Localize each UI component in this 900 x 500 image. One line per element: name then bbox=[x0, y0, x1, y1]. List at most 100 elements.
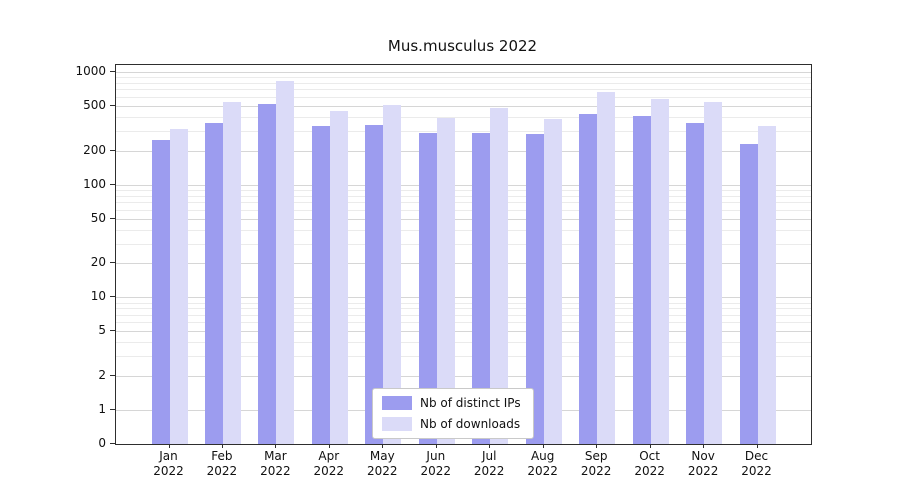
gridline-major bbox=[116, 376, 811, 378]
x-tick-mark bbox=[275, 444, 277, 448]
y-tick-mark bbox=[110, 409, 115, 411]
bar-distinct-ips-feb bbox=[204, 123, 223, 444]
gridline-minor bbox=[116, 189, 811, 191]
x-tick-label-may: May 2022 bbox=[367, 449, 398, 478]
bar-downloads-jul bbox=[490, 107, 509, 444]
gridline-major bbox=[116, 71, 811, 73]
bar-downloads-feb bbox=[222, 102, 241, 444]
bar-downloads-mar bbox=[276, 81, 295, 444]
y-tick-label: 500 bbox=[83, 97, 106, 112]
legend-item-distinct-ips: Nb of distinct IPs bbox=[382, 396, 521, 410]
gridline-minor bbox=[116, 209, 811, 211]
bar-distinct-ips-mar bbox=[258, 103, 277, 444]
bar-distinct-ips-apr bbox=[311, 126, 330, 444]
y-tick-mark bbox=[110, 262, 115, 264]
y-tick-label: 1 bbox=[98, 402, 106, 417]
legend-label-distinct-ips: Nb of distinct IPs bbox=[420, 396, 521, 410]
x-tick-mark bbox=[435, 444, 437, 448]
legend: Nb of distinct IPs Nb of downloads bbox=[372, 388, 534, 439]
y-tick-label: 20 bbox=[90, 255, 106, 270]
x-tick-label-feb: Feb 2022 bbox=[206, 449, 238, 478]
y-tick-mark bbox=[110, 104, 115, 106]
x-tick-mark bbox=[489, 444, 491, 448]
x-tick-label-jan: Jan 2022 bbox=[153, 449, 184, 478]
gridline-minor bbox=[116, 89, 811, 91]
y-tick-label: 10 bbox=[90, 289, 106, 304]
gridline-minor bbox=[116, 116, 811, 118]
y-tick-label: 0 bbox=[98, 436, 106, 450]
gridline-minor bbox=[116, 202, 811, 204]
bar-downloads-sep bbox=[597, 92, 616, 444]
bar-downloads-aug bbox=[543, 119, 562, 444]
x-tick-label-jul: Jul 2022 bbox=[473, 449, 505, 478]
y-tick-mark bbox=[110, 443, 115, 444]
x-tick-label-aug: Aug 2022 bbox=[527, 449, 558, 478]
y-tick-label: 5 bbox=[98, 323, 106, 338]
plot-area: Nb of distinct IPs Nb of downloads bbox=[115, 64, 812, 445]
x-tick-mark bbox=[703, 444, 705, 448]
x-tick-mark bbox=[542, 444, 544, 448]
gridline-minor bbox=[116, 243, 811, 245]
bar-distinct-ips-oct bbox=[632, 115, 651, 444]
gridline-major bbox=[116, 263, 811, 265]
chart-title: Mus.musculus 2022 bbox=[387, 37, 538, 55]
gridline-minor bbox=[116, 322, 811, 324]
bar-downloads-dec bbox=[757, 126, 776, 444]
legend-swatch-downloads bbox=[382, 417, 412, 431]
gridline-minor bbox=[116, 342, 811, 344]
x-tick-label-dec: Dec 2022 bbox=[741, 449, 772, 478]
bar-downloads-jan bbox=[169, 129, 188, 444]
gridline-major bbox=[116, 105, 811, 107]
x-tick-mark bbox=[596, 444, 598, 448]
y-tick-mark bbox=[110, 217, 115, 219]
bar-distinct-ips-dec bbox=[739, 143, 758, 444]
y-tick-mark bbox=[110, 296, 115, 298]
y-tick-label: 200 bbox=[83, 142, 106, 157]
gridline-minor bbox=[116, 130, 811, 132]
bar-downloads-oct bbox=[650, 99, 669, 444]
x-tick-label-sep: Sep 2022 bbox=[580, 449, 612, 478]
bar-distinct-ips-may bbox=[365, 124, 384, 444]
y-tick-label: 2 bbox=[98, 368, 106, 383]
bar-distinct-ips-sep bbox=[579, 114, 598, 444]
x-tick-label-oct: Oct 2022 bbox=[634, 449, 665, 478]
gridline-minor bbox=[116, 82, 811, 84]
bar-distinct-ips-nov bbox=[686, 123, 705, 444]
gridline-minor bbox=[116, 314, 811, 316]
y-tick-label: 50 bbox=[90, 210, 106, 225]
gridline-minor bbox=[116, 302, 811, 304]
gridline-minor bbox=[116, 229, 811, 231]
gridline-minor bbox=[116, 195, 811, 197]
y-tick-mark bbox=[110, 375, 115, 377]
x-tick-label-apr: Apr 2022 bbox=[313, 449, 345, 478]
y-tick-mark bbox=[110, 149, 115, 151]
gridline-minor bbox=[116, 356, 811, 358]
bar-downloads-apr bbox=[329, 111, 348, 444]
y-tick-label: 100 bbox=[83, 176, 106, 191]
x-tick-mark bbox=[382, 444, 384, 448]
bar-downloads-may bbox=[383, 104, 402, 444]
legend-swatch-distinct-ips bbox=[382, 396, 412, 410]
gridline-major bbox=[116, 150, 811, 152]
gridline-minor bbox=[116, 308, 811, 310]
gridline-major bbox=[116, 218, 811, 220]
x-tick-mark bbox=[328, 444, 330, 448]
bar-distinct-ips-jan bbox=[151, 139, 170, 444]
x-tick-mark bbox=[221, 444, 223, 448]
x-tick-mark bbox=[649, 444, 651, 448]
y-tick-mark bbox=[110, 330, 115, 332]
x-tick-label-mar: Mar 2022 bbox=[260, 449, 291, 478]
legend-label-downloads: Nb of downloads bbox=[420, 417, 521, 431]
y-tick-label: 1000 bbox=[75, 63, 106, 78]
x-tick-label-nov: Nov 2022 bbox=[687, 449, 719, 478]
y-tick-mark bbox=[110, 183, 115, 185]
bar-distinct-ips-aug bbox=[525, 134, 544, 444]
bar-distinct-ips-jun bbox=[418, 132, 437, 444]
gridline-major bbox=[116, 331, 811, 333]
x-tick-mark bbox=[168, 444, 170, 448]
bar-downloads-nov bbox=[704, 102, 723, 444]
x-tick-mark bbox=[756, 444, 758, 448]
gridline-major bbox=[116, 184, 811, 186]
x-tick-label-jun: Jun 2022 bbox=[420, 449, 452, 478]
